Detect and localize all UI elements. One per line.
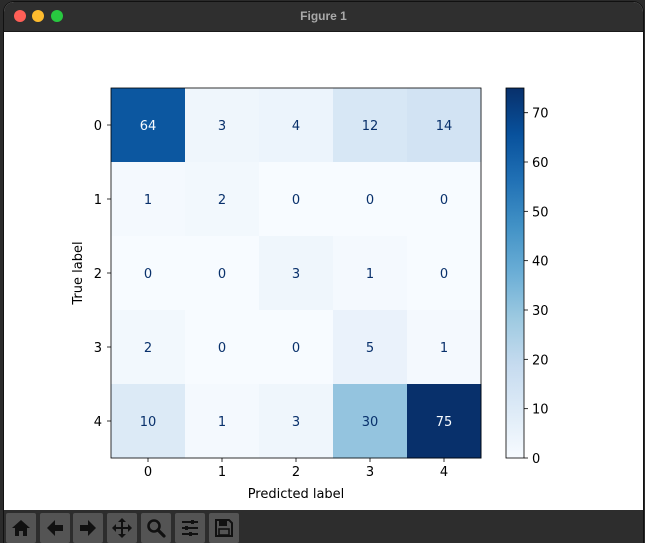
cell-value-label: 30 (362, 415, 379, 430)
x-tick-label: 0 (144, 465, 152, 480)
colorbar-tick-label: 0 (532, 452, 540, 467)
figure-window: Figure 1 64 3 4 12 14 1 2 0 0 0 0 0 3 1 0 2 0 0 5 1 10 1 3 30 75 (4, 2, 643, 543)
heatmap-cell (259, 88, 334, 163)
back-icon (47, 520, 63, 536)
heatmap-cell (333, 88, 408, 163)
heatmap-cell (259, 236, 334, 311)
cell-value-label: 0 (292, 341, 300, 356)
cell-value-label: 64 (140, 119, 157, 134)
heatmap-cell (111, 88, 186, 163)
heatmap-cell (407, 162, 482, 237)
cell-value-label: 75 (436, 415, 453, 430)
heatmap-cell (259, 384, 334, 459)
heatmap-cell (111, 310, 186, 385)
maximize-window-button[interactable] (51, 10, 63, 22)
y-axis-label: True label (71, 241, 86, 305)
colorbar-tick-label: 20 (532, 353, 549, 368)
y-tick-label: 1 (94, 193, 102, 208)
cell-value-label: 12 (362, 119, 379, 134)
home-icon (12, 520, 30, 536)
configure-subplots-icon (182, 520, 198, 536)
cell-value-label: 0 (218, 341, 226, 356)
cell-value-label: 0 (440, 267, 448, 282)
x-tick-label: 2 (292, 465, 300, 480)
colorbar-tick-label: 10 (532, 403, 549, 418)
x-tick-label: 3 (366, 465, 374, 480)
back-button[interactable] (40, 513, 70, 543)
heatmap-cell (407, 88, 482, 163)
cell-value-label: 1 (144, 193, 152, 208)
colorbar-tick-label: 30 (532, 304, 549, 319)
cell-value-label: 3 (292, 267, 300, 282)
colorbar-tick-label: 50 (532, 205, 549, 220)
cell-value-label: 5 (366, 341, 374, 356)
colorbar (505, 87, 525, 459)
cell-value-label: 0 (366, 193, 374, 208)
configure-subplots-button[interactable] (175, 513, 205, 543)
cell-value-label: 0 (218, 267, 226, 282)
close-window-button[interactable] (14, 10, 26, 22)
forward-button[interactable] (73, 513, 103, 543)
minimize-window-button[interactable] (32, 10, 44, 22)
x-tick-label: 1 (218, 465, 226, 480)
heatmap-cell (259, 162, 334, 237)
cell-value-label: 1 (366, 267, 374, 282)
heatmap-cell (333, 162, 408, 237)
cell-value-label: 2 (218, 193, 226, 208)
heatmap-cell (111, 162, 186, 237)
pan-icon (112, 518, 132, 538)
y-tick-label: 4 (94, 415, 102, 430)
x-tick-label: 4 (440, 465, 448, 480)
forward-icon (80, 520, 96, 536)
cell-value-label: 2 (144, 341, 152, 356)
colorbar-tick-label: 40 (532, 255, 549, 270)
home-button[interactable] (6, 513, 36, 543)
heatmap-cell (185, 88, 260, 163)
heatmap-cell (111, 384, 186, 459)
heatmap-cell (259, 310, 334, 385)
cell-value-label: 0 (144, 267, 152, 282)
cell-value-label: 10 (140, 415, 157, 430)
pan-button[interactable] (107, 513, 137, 543)
heatmap-cell (333, 310, 408, 385)
save-button[interactable] (209, 513, 239, 543)
cell-value-label: 1 (440, 341, 448, 356)
heatmap-cell (185, 310, 260, 385)
navigation-toolbar (4, 510, 643, 543)
save-icon (215, 519, 233, 537)
heatmap-cell (185, 384, 260, 459)
cell-value-label: 4 (292, 119, 300, 134)
heatmap-cell (407, 310, 482, 385)
cell-value-label: 0 (440, 193, 448, 208)
x-axis-label: Predicted label (248, 487, 345, 502)
zoom-icon (147, 519, 166, 538)
confusion-matrix-chart: 64 3 4 12 141 2 0 0 00 0 3 1 02 0 0 5 110 1 3 30 75 0 1 2 3 4012… (71, 87, 549, 502)
y-tick-label: 0 (94, 119, 102, 134)
cell-value-label: 1 (218, 415, 226, 430)
y-tick-label: 3 (94, 341, 102, 356)
colorbar-tick-label: 60 (532, 156, 549, 171)
cell-value-label: 0 (292, 193, 300, 208)
heatmap-cell (111, 236, 186, 311)
colorbar-tick-label: 70 (532, 107, 549, 122)
zoom-button[interactable] (141, 513, 171, 543)
window-title: Figure 1 (300, 9, 347, 23)
heatmap-cell (185, 162, 260, 237)
heatmap-cell (333, 384, 408, 459)
y-tick-label: 2 (94, 267, 102, 282)
heatmap-cell (185, 236, 260, 311)
heatmap-cell (407, 384, 482, 459)
heatmap-cell (333, 236, 408, 311)
cell-value-label: 14 (436, 119, 453, 134)
cell-value-label: 3 (218, 119, 226, 134)
heatmap-cell (407, 236, 482, 311)
cell-value-label: 3 (292, 415, 300, 430)
title-bar: Figure 1 (4, 2, 643, 32)
